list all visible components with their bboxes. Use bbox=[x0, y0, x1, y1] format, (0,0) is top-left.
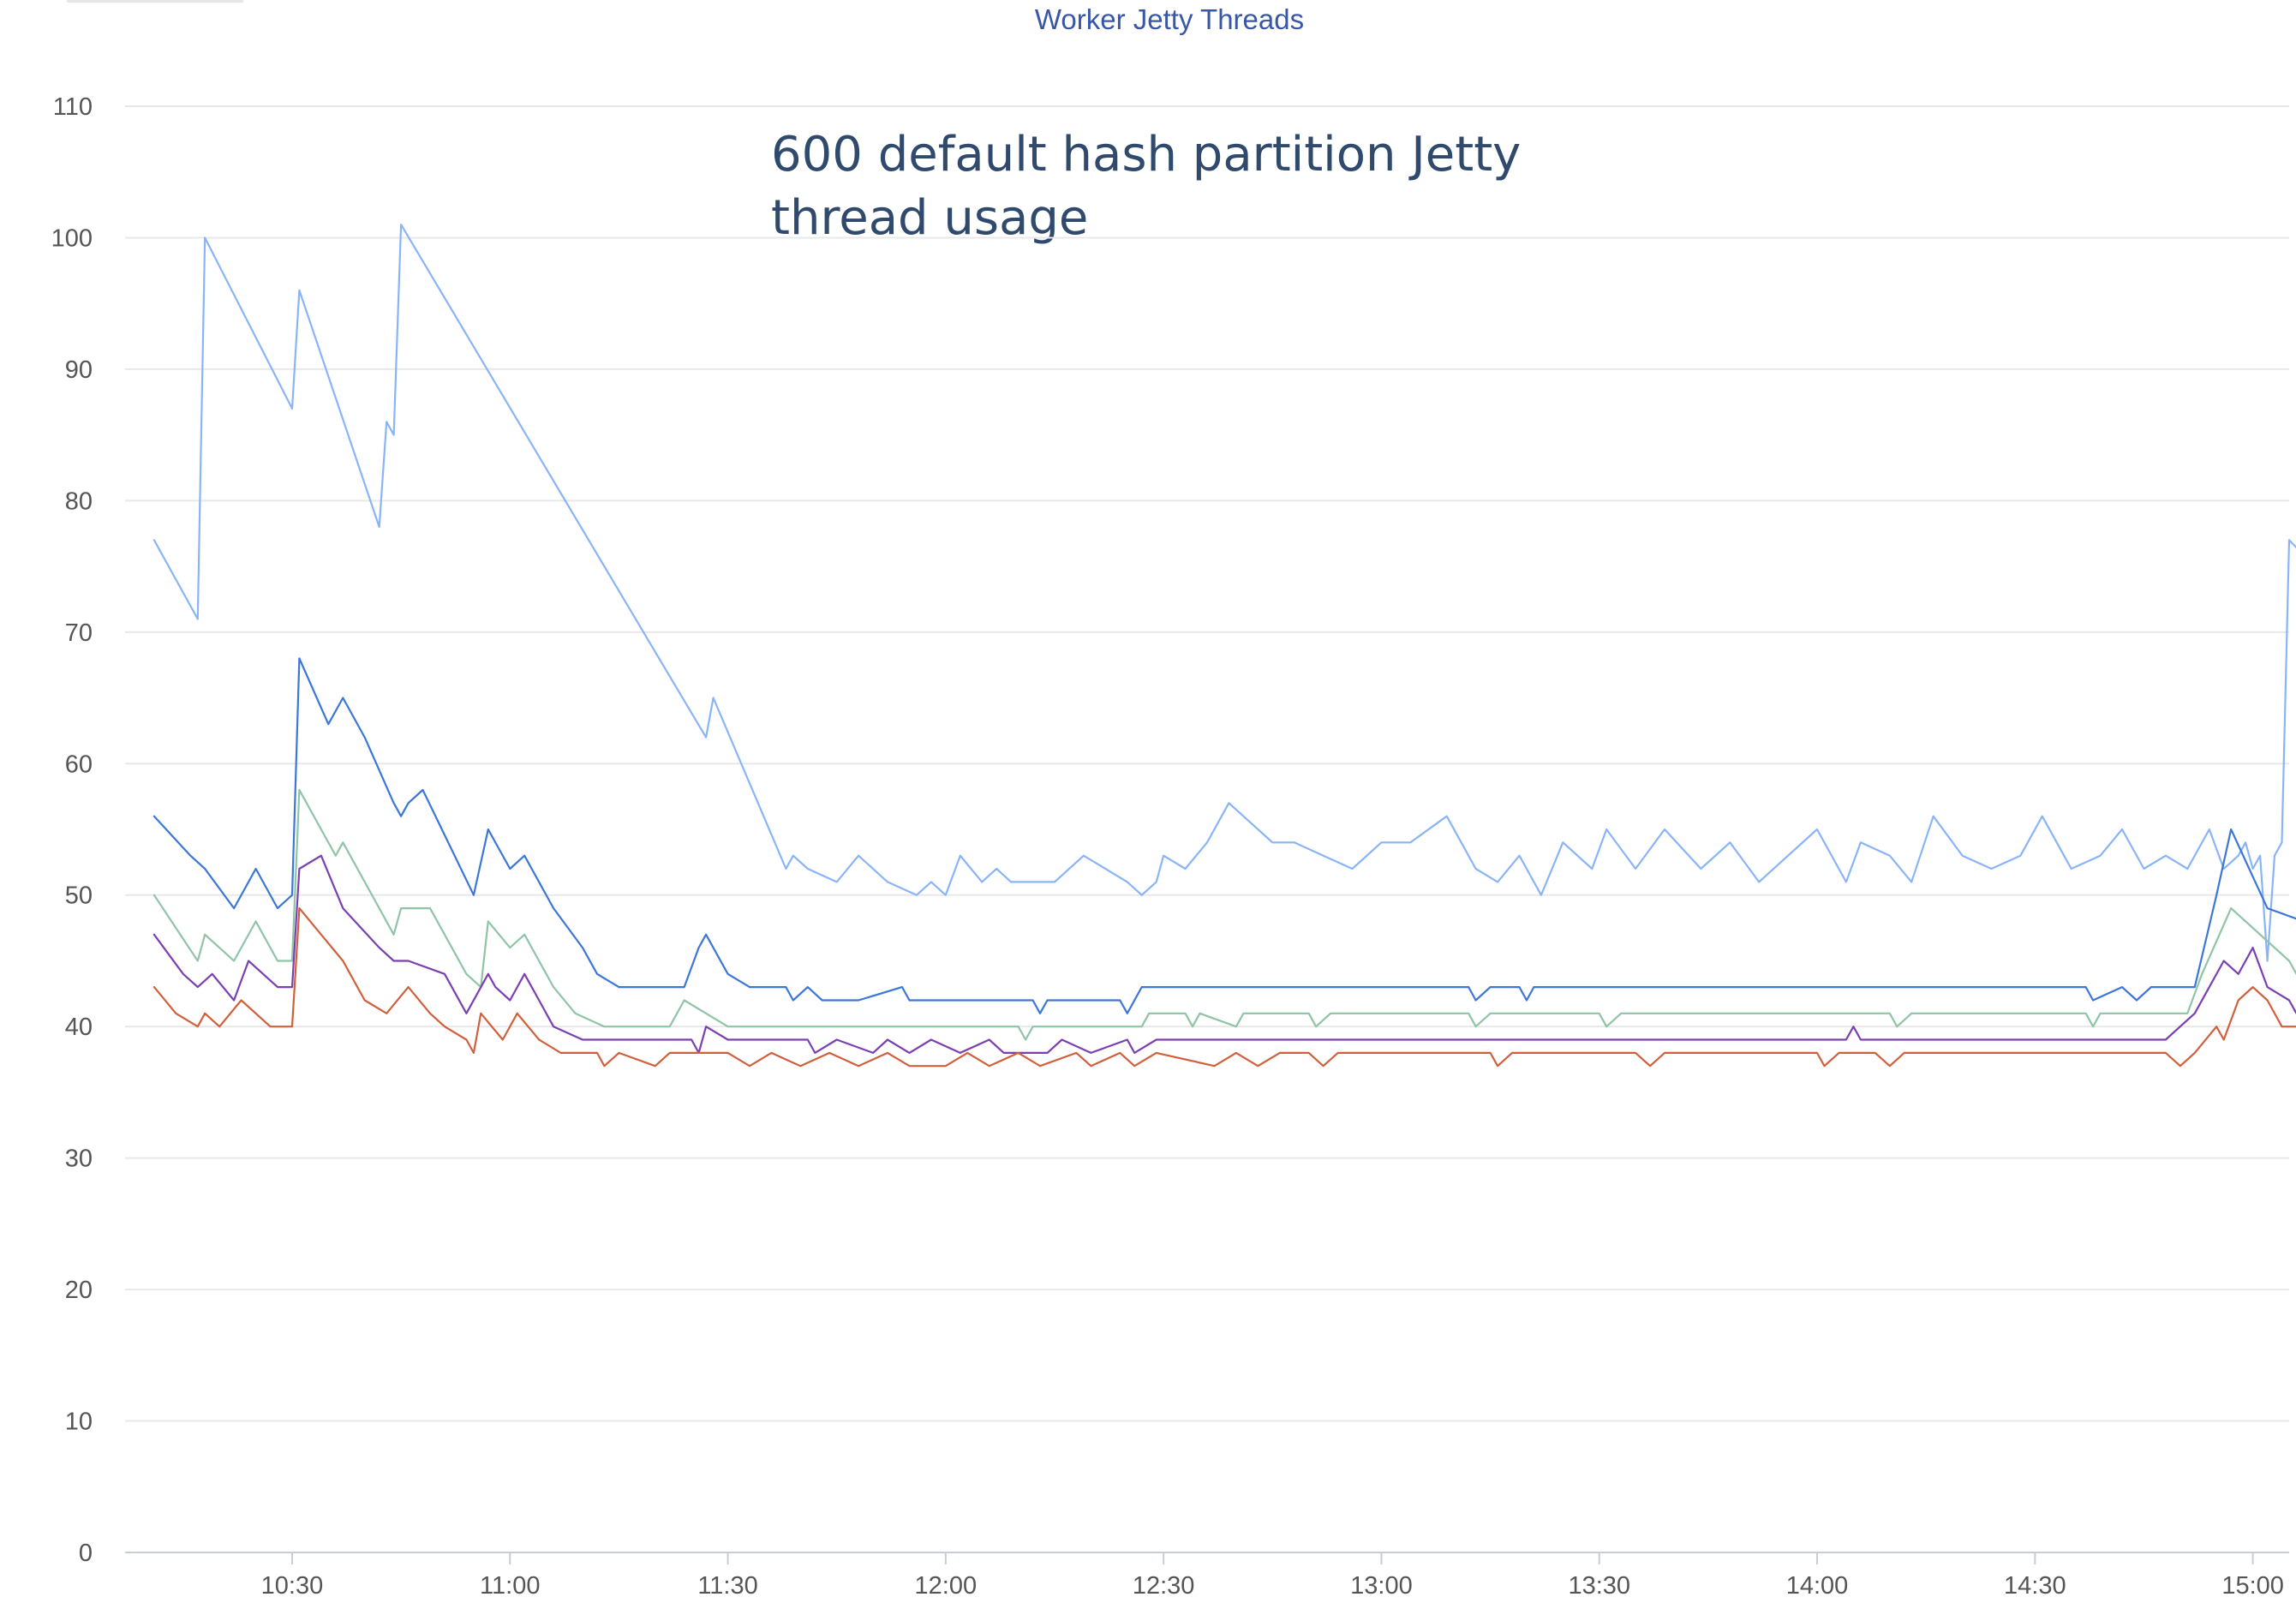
x-tick-label: 15:00 bbox=[2221, 1572, 2284, 1600]
x-tick-label: 10:30 bbox=[261, 1572, 324, 1600]
x-tick-label: 14:30 bbox=[2004, 1572, 2066, 1600]
y-tick-label: 50 bbox=[65, 882, 93, 910]
y-tick-label: 90 bbox=[65, 356, 93, 384]
x-tick-label: 13:00 bbox=[1350, 1572, 1413, 1600]
y-tick-label: 30 bbox=[65, 1145, 93, 1173]
x-tick-label: 12:30 bbox=[1133, 1572, 1195, 1600]
y-tick-label: 110 bbox=[53, 93, 93, 121]
series-line-1 bbox=[152, 224, 2296, 962]
series-line-3 bbox=[152, 788, 2296, 1041]
y-tick-label: 60 bbox=[65, 751, 93, 778]
chart-title: Worker Jetty Threads bbox=[1034, 3, 1305, 35]
y-tick-label: 40 bbox=[65, 1014, 93, 1041]
x-tick-label: 14:00 bbox=[1786, 1572, 1849, 1600]
series-line-5 bbox=[152, 907, 2296, 1068]
y-tick-label: 80 bbox=[65, 487, 93, 515]
y-tick-label: 20 bbox=[65, 1277, 93, 1304]
y-tick-label: 10 bbox=[65, 1409, 93, 1436]
x-tick-label: 12:00 bbox=[915, 1572, 978, 1600]
y-tick-label: 100 bbox=[51, 224, 93, 252]
y-tick-label: 70 bbox=[65, 619, 93, 647]
corner-tab bbox=[67, 0, 243, 3]
series-line-4 bbox=[152, 854, 2296, 1054]
x-tick-label: 11:30 bbox=[697, 1572, 757, 1600]
chart-annotation: 600 default hash partition Jetty thread … bbox=[771, 127, 1522, 246]
x-tick-label: 13:30 bbox=[1568, 1572, 1630, 1600]
series-line-2 bbox=[152, 657, 2296, 1014]
y-tick-label: 0 bbox=[79, 1540, 93, 1567]
x-tick-label: 11:00 bbox=[480, 1572, 540, 1600]
